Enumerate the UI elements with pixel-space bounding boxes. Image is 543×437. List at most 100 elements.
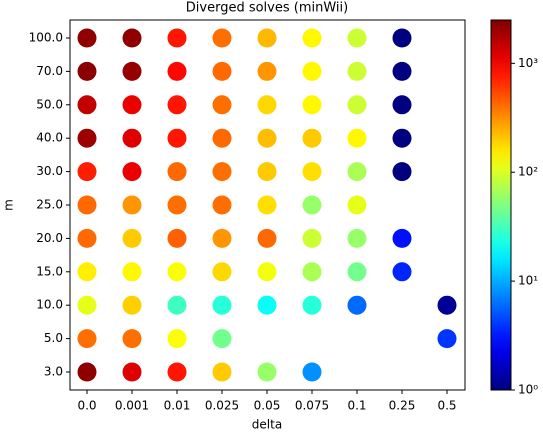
point — [257, 61, 277, 81]
point — [347, 128, 367, 148]
point — [302, 195, 322, 215]
y-tick-label: 40.0 — [36, 131, 63, 145]
x-tick-label: 0.025 — [205, 399, 239, 413]
y-tick-label: 50.0 — [36, 97, 63, 111]
point — [77, 61, 97, 81]
point — [302, 262, 322, 282]
colorbar-tick-label: 10¹ — [518, 274, 538, 288]
x-tick-label: 0.25 — [389, 399, 416, 413]
y-tick-label: 25.0 — [36, 198, 63, 212]
point — [122, 295, 142, 315]
point — [302, 362, 322, 382]
point — [77, 95, 97, 115]
point — [212, 28, 232, 48]
point — [302, 28, 322, 48]
point — [347, 162, 367, 182]
point — [257, 162, 277, 182]
point — [167, 262, 187, 282]
point — [257, 228, 277, 248]
point — [257, 195, 277, 215]
y-tick-label: 3.0 — [44, 365, 63, 379]
y-tick-label: 5.0 — [44, 331, 63, 345]
x-tick-label: 0.1 — [347, 399, 366, 413]
point — [392, 228, 412, 248]
colorbar-tick-label: 10³ — [518, 56, 538, 70]
point — [77, 128, 97, 148]
x-tick-label: 0.05 — [254, 399, 281, 413]
point — [167, 162, 187, 182]
point — [392, 262, 412, 282]
point — [302, 295, 322, 315]
point — [257, 28, 277, 48]
y-tick-label: 20.0 — [36, 231, 63, 245]
point — [212, 329, 232, 349]
point — [167, 61, 187, 81]
point — [392, 95, 412, 115]
point — [77, 295, 97, 315]
point — [212, 195, 232, 215]
point — [392, 128, 412, 148]
point — [257, 295, 277, 315]
colorbar-tick-label: 10² — [518, 165, 538, 179]
point — [392, 61, 412, 81]
point — [257, 362, 277, 382]
point — [347, 195, 367, 215]
point — [257, 262, 277, 282]
point — [212, 362, 232, 382]
point — [77, 262, 97, 282]
point — [347, 28, 367, 48]
point — [257, 95, 277, 115]
point — [77, 28, 97, 48]
point — [167, 195, 187, 215]
point — [212, 262, 232, 282]
y-tick-label: 30.0 — [36, 164, 63, 178]
y-tick-label: 70.0 — [36, 64, 63, 78]
point — [167, 128, 187, 148]
y-tick-label: 10.0 — [36, 298, 63, 312]
y-tick-label: 15.0 — [36, 264, 63, 278]
y-tick-label: 100.0 — [29, 31, 63, 45]
point — [212, 162, 232, 182]
colorbar-tick-label: 10⁰ — [518, 383, 538, 397]
point — [122, 228, 142, 248]
point — [302, 95, 322, 115]
colorbar — [490, 19, 512, 391]
point — [77, 162, 97, 182]
chart-title: Diverged solves (minWii) — [186, 1, 348, 16]
point — [302, 61, 322, 81]
point — [122, 128, 142, 148]
point — [167, 295, 187, 315]
point — [437, 295, 457, 315]
x-tick-label: 0.001 — [115, 399, 149, 413]
point — [167, 362, 187, 382]
point — [212, 295, 232, 315]
x-tick-label: 0.0 — [77, 399, 96, 413]
point — [347, 295, 367, 315]
y-axis-label: m — [2, 199, 16, 211]
point — [122, 162, 142, 182]
point — [212, 95, 232, 115]
x-tick-label: 0.5 — [437, 399, 456, 413]
point — [167, 329, 187, 349]
point — [122, 262, 142, 282]
x-tick-label: 0.01 — [164, 399, 191, 413]
point — [212, 128, 232, 148]
point — [77, 195, 97, 215]
point — [122, 362, 142, 382]
point — [437, 329, 457, 349]
point — [122, 28, 142, 48]
x-axis-label: delta — [252, 418, 282, 432]
point — [167, 28, 187, 48]
point — [392, 28, 412, 48]
point — [77, 228, 97, 248]
point — [122, 329, 142, 349]
point — [167, 228, 187, 248]
point — [167, 95, 187, 115]
point — [302, 162, 322, 182]
point — [392, 162, 412, 182]
point — [347, 61, 367, 81]
point — [122, 95, 142, 115]
x-tick-label: 0.075 — [295, 399, 329, 413]
point — [347, 262, 367, 282]
